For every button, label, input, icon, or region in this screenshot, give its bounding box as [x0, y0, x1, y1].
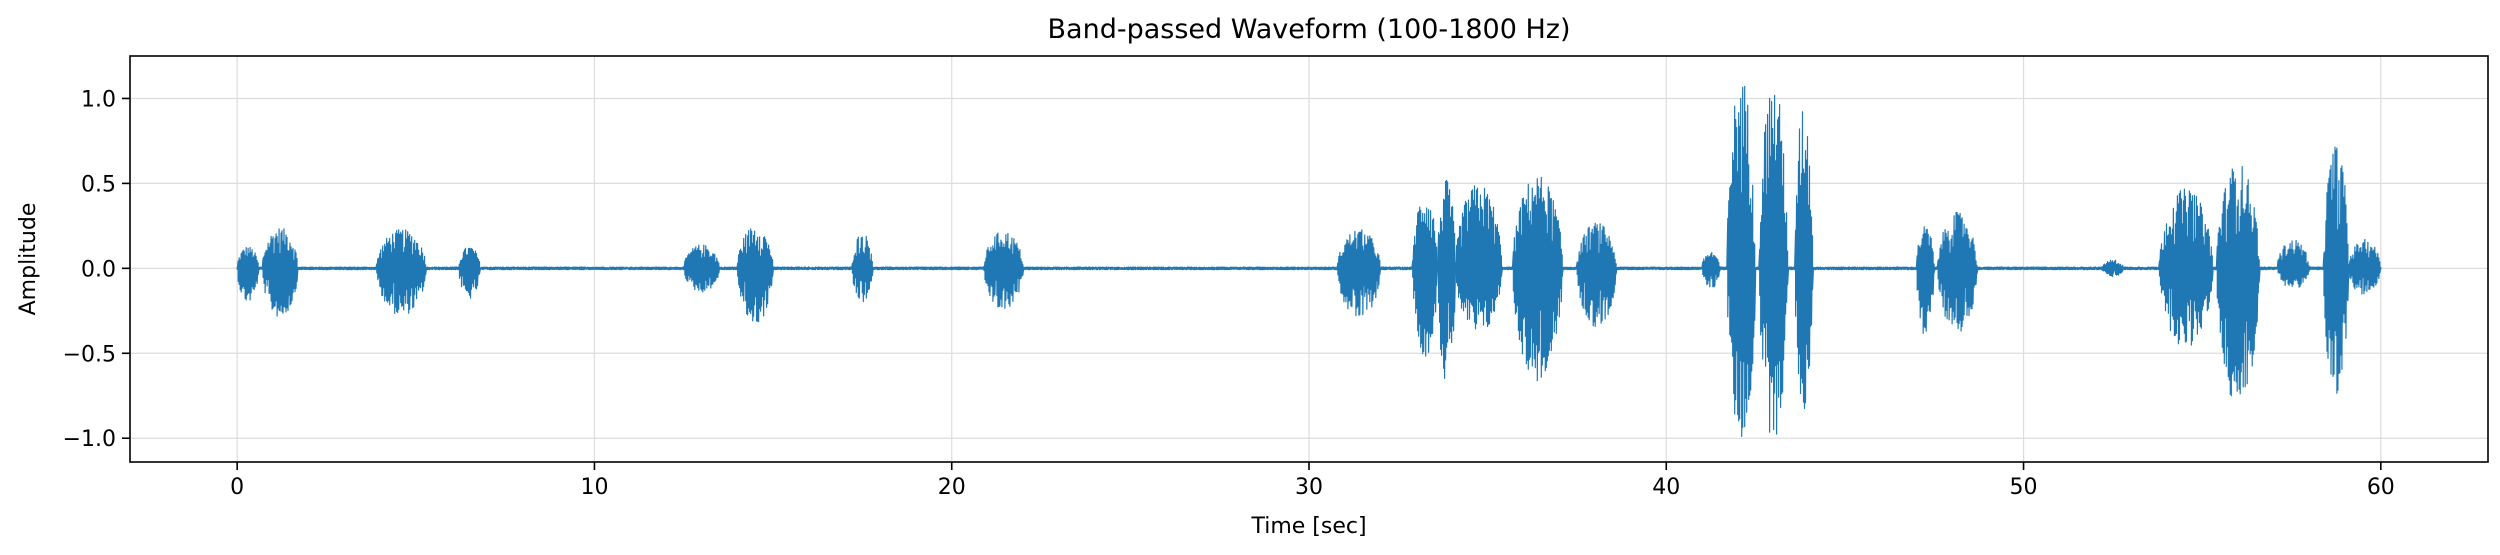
waveform-series	[236, 85, 2382, 437]
x-tick-label: 10	[580, 475, 608, 500]
y-tick-label: 1.0	[81, 87, 116, 112]
y-tick-label: −1.0	[63, 427, 116, 452]
y-axis-label: Amplitude	[16, 203, 41, 316]
x-tick-label: 20	[938, 475, 966, 500]
y-tick-label: 0.5	[81, 172, 116, 197]
waveform-line	[236, 85, 2382, 437]
x-tick-label: 40	[1652, 475, 1680, 500]
x-axis-label: Time [sec]	[1250, 514, 1366, 539]
y-axis-ticks: −1.0 −0.5 0.0 0.5 1.0	[63, 87, 130, 452]
x-tick-label: 30	[1295, 475, 1323, 500]
chart-title: Band-passed Waveform (100-1800 Hz)	[1048, 14, 1571, 45]
y-tick-label: −0.5	[63, 342, 116, 367]
x-tick-label: 50	[2010, 475, 2038, 500]
x-axis-ticks: 0 10 20 30 40 50 60	[230, 462, 2395, 500]
y-tick-label: 0.0	[81, 257, 116, 282]
x-tick-label: 60	[2367, 475, 2395, 500]
x-tick-label: 0	[230, 475, 244, 500]
